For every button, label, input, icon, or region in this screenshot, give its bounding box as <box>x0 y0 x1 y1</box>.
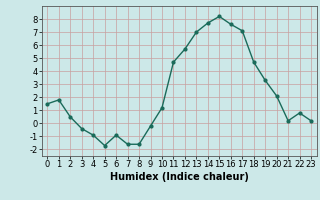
X-axis label: Humidex (Indice chaleur): Humidex (Indice chaleur) <box>110 172 249 182</box>
